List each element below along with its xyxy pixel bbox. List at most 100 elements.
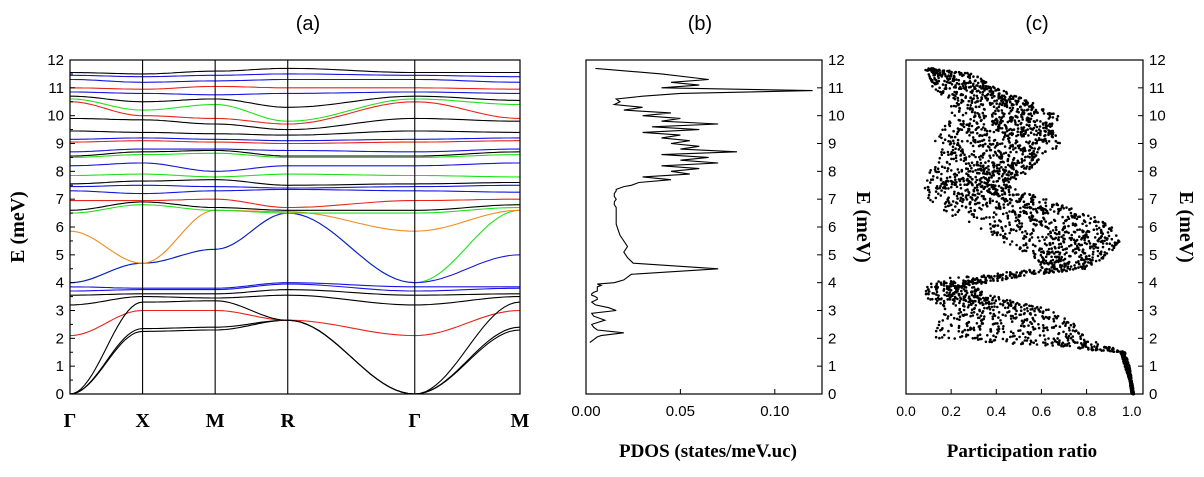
scatter-point [1001, 327, 1005, 331]
scatter-point [954, 183, 957, 186]
y-tick-label: 0 [1149, 386, 1157, 403]
scatter-point [1060, 235, 1063, 239]
scatter-point [964, 96, 967, 99]
scatter-point [983, 315, 986, 318]
scatter-point [1066, 342, 1069, 346]
scatter-point [992, 308, 995, 312]
scatter-point [1029, 331, 1032, 334]
scatter-point [1054, 134, 1057, 137]
scatter-point [1034, 108, 1038, 112]
scatter-point [1081, 222, 1084, 226]
scatter-point [1064, 219, 1067, 223]
scatter-point [1025, 307, 1029, 310]
scatter-point [1001, 273, 1005, 276]
scatter-point [1008, 95, 1012, 99]
scatter-point [1090, 343, 1093, 346]
scatter-point [1044, 220, 1047, 223]
scatter-point [961, 148, 964, 151]
scatter-point [1022, 320, 1026, 324]
scatter-point [992, 120, 995, 124]
scatter-point [958, 128, 962, 131]
scatter-point [961, 93, 965, 97]
scatter-point [1068, 236, 1072, 240]
scatter-point [931, 67, 935, 71]
scatter-point [974, 105, 978, 108]
scatter-point [960, 177, 963, 181]
scatter-point [943, 166, 947, 169]
scatter-point [978, 155, 981, 159]
band-line-orange [69, 209, 521, 264]
scatter-point [986, 85, 990, 88]
scatter-point [946, 317, 949, 320]
band-line-black [70, 289, 520, 296]
scatter-point [1029, 131, 1033, 134]
y-tick-label: 2 [828, 330, 836, 347]
scatter-point [974, 155, 977, 159]
scatter-point [953, 295, 957, 299]
scatter-point [1060, 344, 1063, 348]
scatter-point [1033, 123, 1037, 127]
scatter-point [935, 186, 938, 190]
scatter-point [971, 170, 975, 173]
scatter-point [963, 156, 966, 160]
scatter-point [1025, 270, 1028, 274]
scatter-point [1080, 243, 1084, 247]
scatter-point [1023, 109, 1026, 112]
scatter-point [1111, 248, 1114, 252]
scatter-point [957, 82, 961, 86]
scatter-point [963, 284, 966, 288]
scatter-point [993, 86, 996, 90]
scatter-point [988, 187, 991, 191]
scatter-point [997, 105, 1001, 109]
scatter-point [980, 217, 983, 220]
scatter-point [1040, 207, 1044, 211]
scatter-point [985, 170, 989, 174]
scatter-point [1056, 212, 1060, 215]
scatter-point [1034, 307, 1037, 310]
scatter-point [970, 166, 973, 170]
scatter-point [1023, 206, 1027, 209]
scatter-point [1103, 251, 1107, 254]
scatter-point [1039, 120, 1042, 123]
scatter-point [961, 124, 964, 127]
scatter-point [1012, 148, 1015, 151]
scatter-point [1005, 125, 1008, 129]
scatter-point [973, 208, 976, 212]
scatter-point [985, 182, 989, 186]
scatter-point [1052, 326, 1055, 329]
scatter-point [1046, 212, 1050, 215]
scatter-point [1077, 346, 1081, 349]
scatter-point [1019, 225, 1023, 229]
scatter-point [952, 151, 955, 155]
scatter-point [1010, 172, 1013, 176]
scatter-point [948, 296, 952, 300]
scatter-point [1033, 147, 1036, 150]
scatter-point [976, 192, 980, 195]
scatter-point [1032, 341, 1035, 345]
scatter-point [946, 169, 949, 173]
scatter-point [1067, 262, 1070, 266]
scatter-point [978, 333, 982, 337]
scatter-point [1055, 316, 1058, 320]
scatter-point [1044, 204, 1048, 208]
scatter-point [967, 296, 971, 300]
scatter-point [992, 180, 995, 183]
scatter-point [1073, 213, 1076, 216]
scatter-point [1066, 337, 1070, 340]
scatter-point [950, 203, 953, 207]
scatter-point [1076, 228, 1079, 232]
scatter-point [1035, 209, 1038, 213]
scatter-point [1033, 255, 1036, 258]
scatter-point [1048, 115, 1052, 119]
scatter-point [1006, 203, 1010, 206]
scatter-point [926, 188, 930, 192]
scatter-point [970, 311, 973, 315]
scatter-point [1064, 335, 1068, 338]
scatter-point [1006, 120, 1010, 124]
scatter-point [1039, 222, 1043, 226]
scatter-point [947, 336, 951, 340]
scatter-point [981, 139, 984, 142]
scatter-point [997, 172, 1001, 176]
scatter-point [978, 309, 981, 313]
